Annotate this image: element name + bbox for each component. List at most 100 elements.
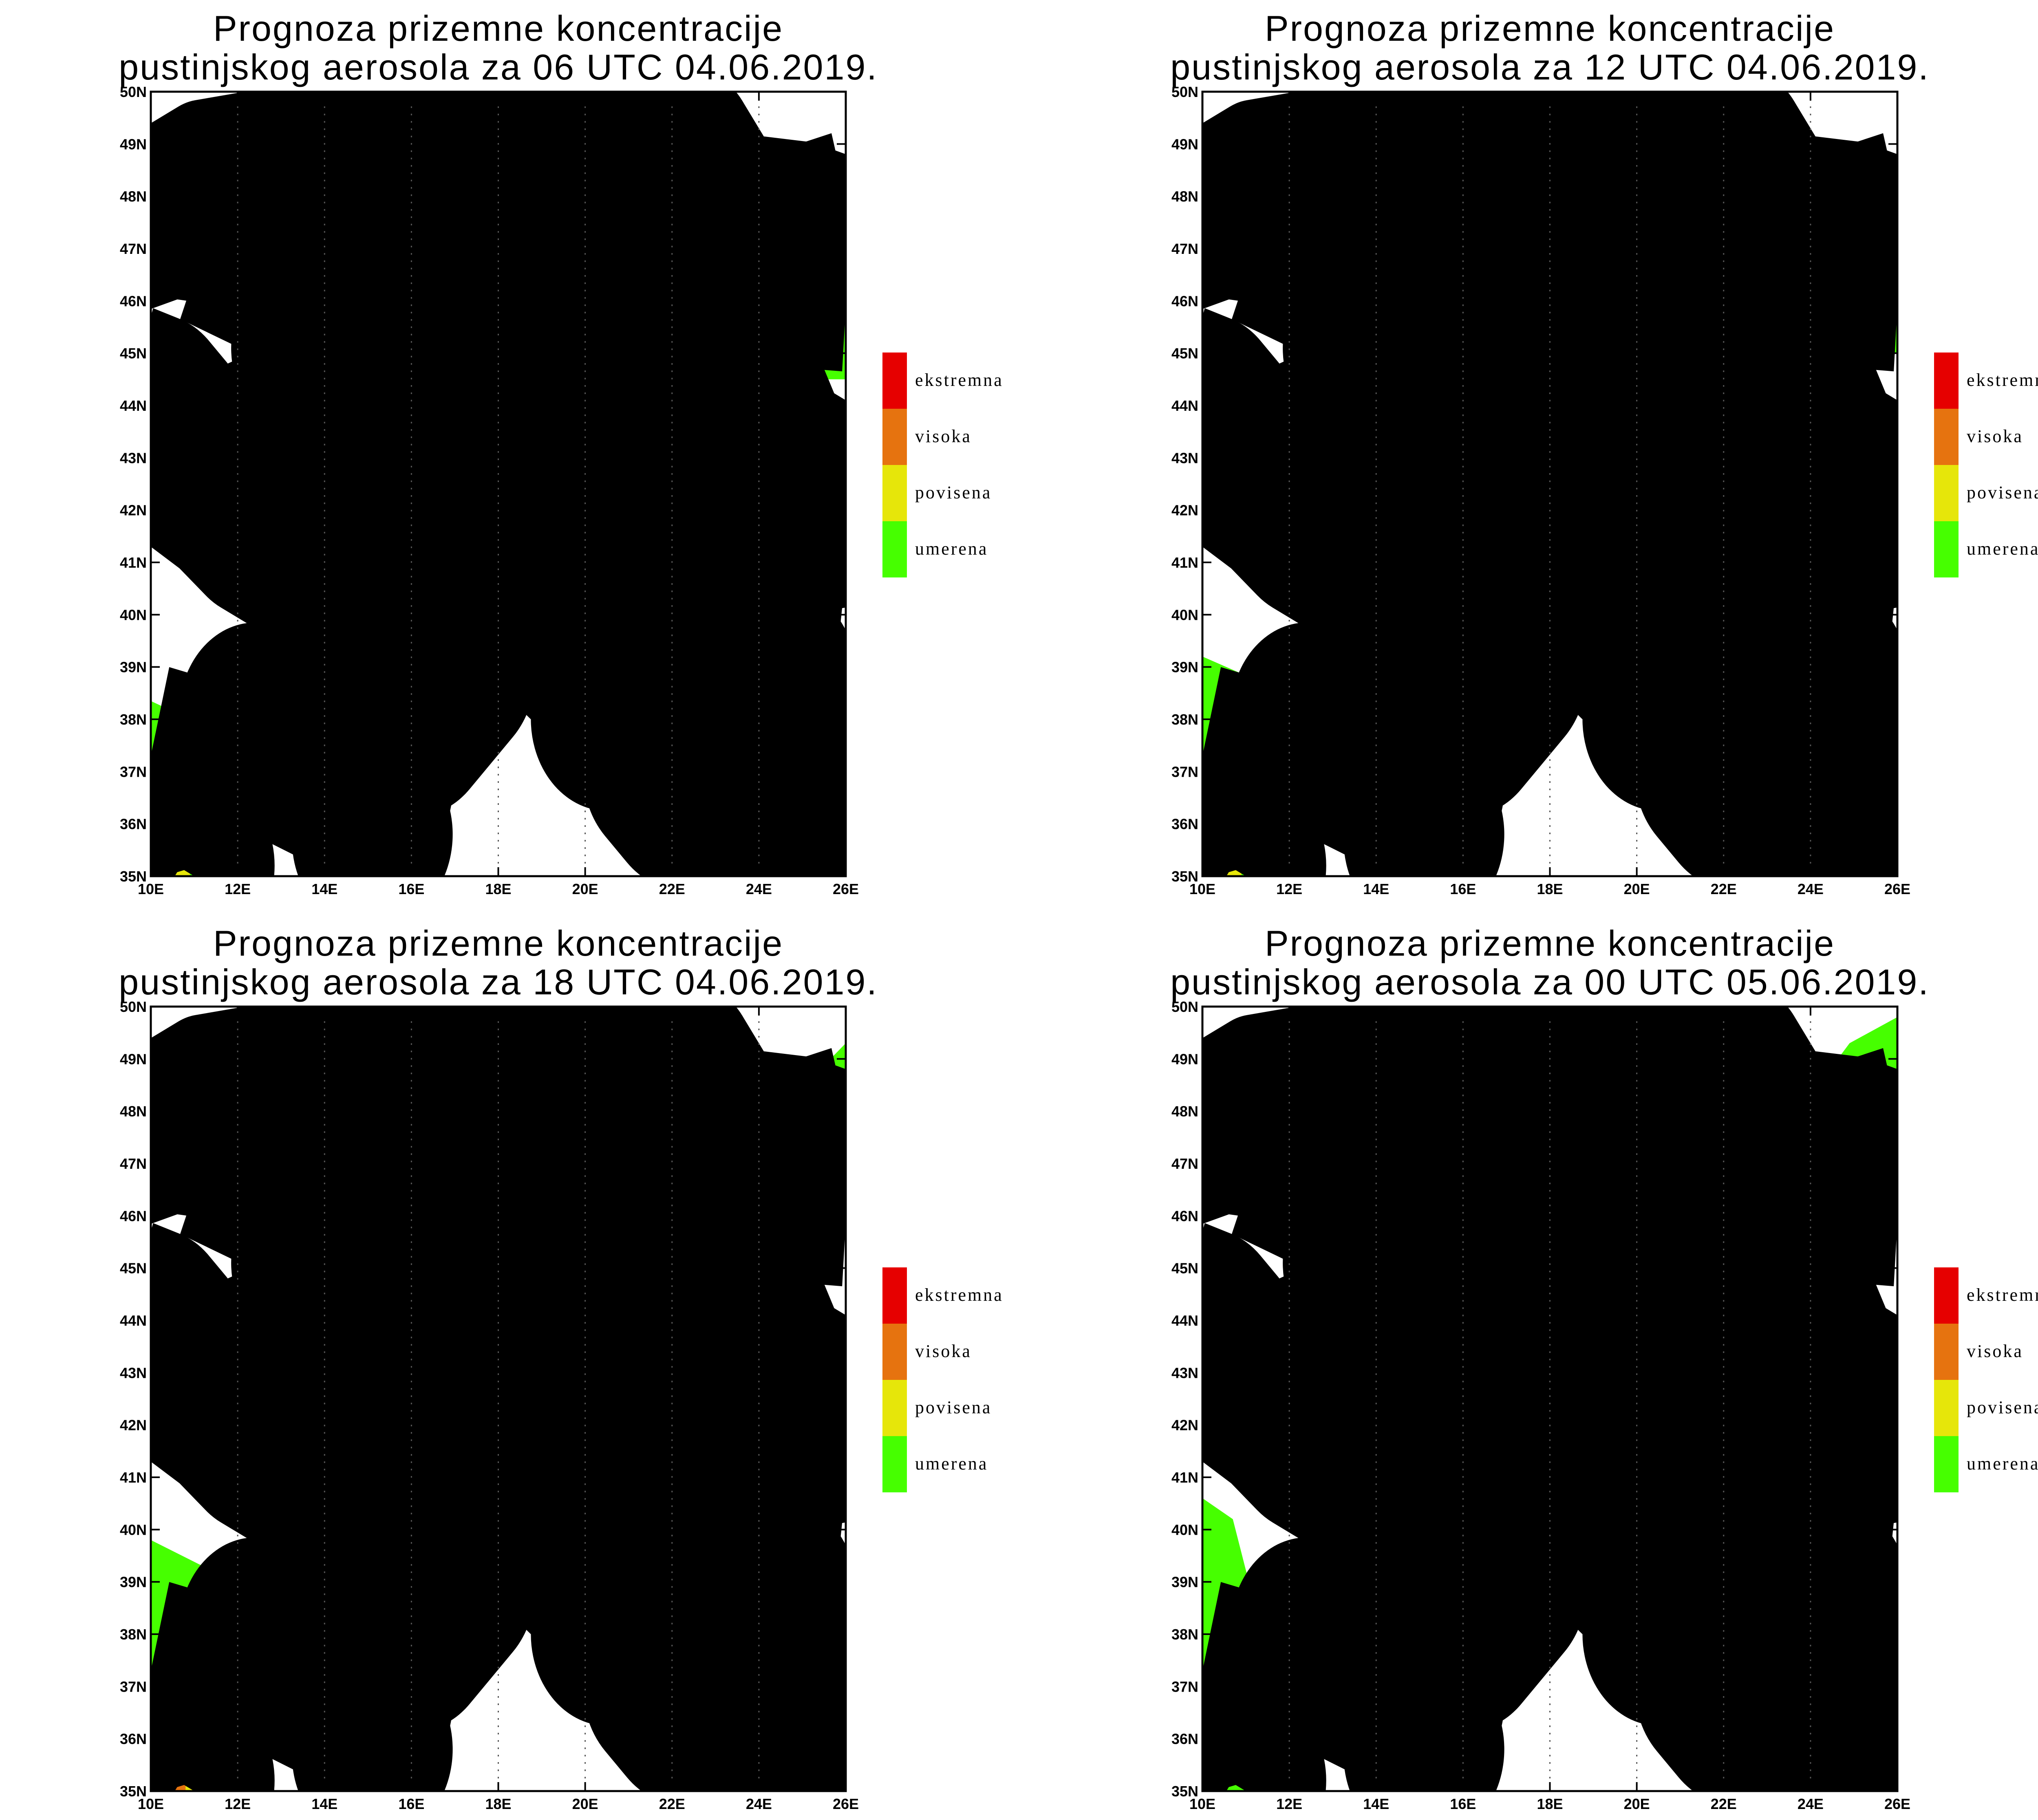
legend-label-umerena: umerena [1967, 1454, 2038, 1474]
lat-tick-label: 39N [120, 659, 147, 676]
lon-tick-label: 18E [1537, 1796, 1563, 1812]
coastlines-and-borders [129, 954, 846, 1791]
panel-title-line1: Prognoza prizemne koncentracije [213, 923, 783, 963]
lon-tick-label: 24E [746, 881, 772, 897]
panel-title-line2: pustinjskog aerosola za 12 UTC 04.06.201… [1170, 47, 1930, 87]
lat-tick-label: 38N [120, 1626, 147, 1643]
lat-tick-label: 50N [120, 998, 147, 1015]
lat-tick-label: 40N [1171, 606, 1198, 623]
lat-tick-label: 45N [120, 345, 147, 362]
lon-tick-label: 26E [1884, 881, 1910, 897]
lon-tick-label: 20E [572, 881, 598, 897]
lat-tick-label: 35N [120, 868, 147, 885]
panel-title-line1: Prognoza prizemne koncentracije [1265, 923, 1835, 963]
lon-tick-label: 18E [1537, 881, 1563, 897]
legend-swatch-visoka [1934, 1324, 1959, 1380]
legend-swatch-umerena [882, 521, 907, 577]
lat-tick-label: 46N [120, 1207, 147, 1224]
forecast-panel: Prognoza prizemne koncentracijepustinjsk… [119, 8, 1002, 897]
legend-swatch-povisena [1934, 1380, 1959, 1436]
lon-tick-label: 18E [485, 881, 511, 897]
legend-swatch-ekstremna [1934, 353, 1959, 409]
legend-swatch-povisena [882, 465, 907, 521]
lat-tick-label: 42N [1171, 502, 1198, 519]
lon-tick-label: 22E [659, 881, 685, 897]
lon-tick-label: 12E [1276, 1796, 1302, 1812]
lon-tick-label: 16E [1450, 881, 1476, 897]
lat-tick-label: 36N [1171, 816, 1198, 833]
lon-tick-label: 12E [225, 1796, 251, 1812]
legend-label-visoka: visoka [915, 426, 972, 446]
lat-tick-label: 49N [1171, 136, 1198, 152]
lat-tick-label: 35N [120, 1783, 147, 1800]
legend-label-povisena: povisena [1967, 1397, 2038, 1417]
lat-tick-label: 42N [120, 502, 147, 519]
lat-tick-label: 47N [1171, 1155, 1198, 1172]
lat-tick-label: 40N [1171, 1521, 1198, 1538]
lat-tick-label: 48N [1171, 1103, 1198, 1120]
lon-tick-label: 16E [398, 881, 424, 897]
legend-swatch-umerena [882, 1436, 907, 1492]
lon-tick-label: 22E [1711, 881, 1737, 897]
lon-tick-label: 22E [1711, 1796, 1737, 1812]
panel-title-line2: pustinjskog aerosola za 06 UTC 04.06.201… [119, 47, 878, 87]
legend-label-visoka: visoka [1967, 426, 2023, 446]
legend-swatch-visoka [882, 1324, 907, 1380]
lat-tick-label: 40N [120, 1521, 147, 1538]
lon-tick-label: 24E [746, 1796, 772, 1812]
lat-tick-label: 44N [120, 397, 147, 414]
legend-swatch-ekstremna [1934, 1267, 1959, 1324]
legend-label-umerena: umerena [1967, 539, 2038, 559]
lat-tick-label: 48N [120, 188, 147, 205]
legend-swatch-umerena [1934, 521, 1959, 577]
map-area [1181, 40, 1897, 876]
lon-tick-label: 20E [572, 1796, 598, 1812]
lon-tick-label: 26E [833, 881, 859, 897]
lon-tick-label: 14E [311, 1796, 337, 1812]
lon-tick-label: 10E [1189, 881, 1215, 897]
lon-tick-label: 14E [1363, 1796, 1389, 1812]
lat-tick-label: 46N [120, 293, 147, 309]
legend-swatch-ekstremna [882, 1267, 907, 1324]
lat-tick-label: 39N [1171, 1574, 1198, 1591]
lat-tick-label: 38N [1171, 1626, 1198, 1643]
lat-tick-label: 43N [120, 1364, 147, 1381]
legend-swatch-visoka [1934, 409, 1959, 465]
coastlines-and-borders [129, 40, 846, 876]
lat-tick-label: 48N [120, 1103, 147, 1120]
coastlines-and-borders [1181, 40, 1897, 876]
forecast-panel: Prognoza prizemne koncentracijepustinjsk… [1170, 923, 2038, 1812]
map-area [129, 40, 846, 876]
lat-tick-label: 39N [1171, 659, 1198, 676]
lat-tick-label: 49N [120, 136, 147, 152]
legend-swatch-ekstremna [882, 353, 907, 409]
lat-tick-label: 37N [120, 1678, 147, 1695]
lon-tick-label: 26E [1884, 1796, 1910, 1812]
lat-tick-label: 49N [1171, 1051, 1198, 1067]
legend-label-povisena: povisena [915, 1397, 992, 1417]
legend-label-povisena: povisena [915, 483, 992, 502]
lat-tick-label: 44N [120, 1312, 147, 1329]
lat-tick-label: 46N [1171, 1207, 1198, 1224]
lat-tick-label: 49N [120, 1051, 147, 1067]
lon-tick-label: 16E [398, 1796, 424, 1812]
forecast-panel: Prognoza prizemne koncentracijepustinjsk… [119, 923, 1002, 1812]
legend: ekstremna visoka povisena umerena [1934, 1267, 2038, 1492]
lat-tick-label: 45N [120, 1260, 147, 1277]
lat-tick-label: 45N [1171, 345, 1198, 362]
lat-tick-label: 44N [1171, 1312, 1198, 1329]
lat-tick-label: 48N [1171, 188, 1198, 205]
forecast-panels: Prognoza prizemne koncentracijepustinjsk… [119, 8, 2038, 1812]
lat-tick-label: 35N [1171, 868, 1198, 885]
coastlines-and-borders [1181, 954, 1897, 1791]
lon-tick-label: 12E [1276, 881, 1302, 897]
lat-tick-label: 47N [120, 1155, 147, 1172]
lon-tick-label: 24E [1798, 881, 1824, 897]
panel-title-line1: Prognoza prizemne koncentracije [1265, 8, 1835, 48]
lon-tick-label: 16E [1450, 1796, 1476, 1812]
map-area [129, 954, 846, 1791]
forecast-panel: Prognoza prizemne koncentracijepustinjsk… [1170, 8, 2038, 897]
lat-tick-label: 43N [120, 449, 147, 466]
lat-tick-label: 39N [120, 1574, 147, 1591]
legend-label-umerena: umerena [915, 1454, 988, 1474]
